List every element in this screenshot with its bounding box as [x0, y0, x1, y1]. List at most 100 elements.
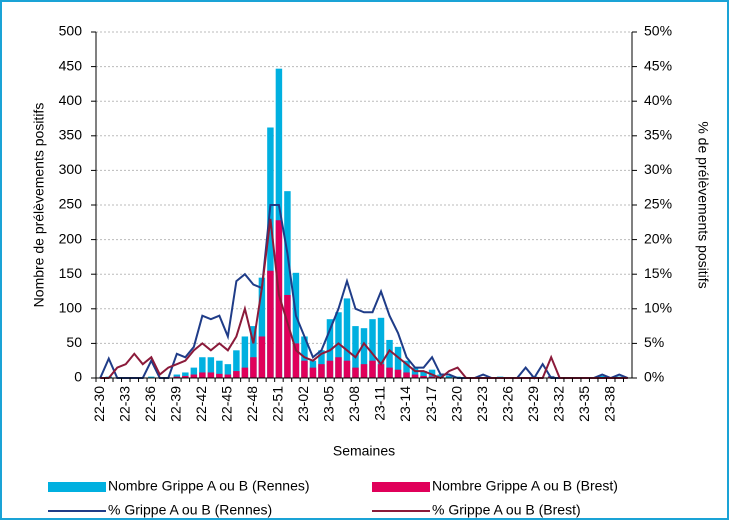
- legend-label: % Grippe A ou B (Rennes): [108, 502, 272, 518]
- bar: [420, 371, 427, 378]
- x-tick-label: 23-11: [372, 386, 388, 421]
- y2-tick-label: 20%: [644, 230, 672, 246]
- x-tick-label: 23-26: [499, 386, 515, 422]
- bar: [335, 357, 342, 378]
- bar: [267, 127, 274, 378]
- bar: [173, 374, 181, 378]
- x-tick-label: 23-20: [448, 386, 464, 422]
- x-tick-label: 22-51: [270, 386, 286, 422]
- bar: [275, 220, 283, 378]
- bar: [258, 277, 266, 378]
- bar: [411, 367, 419, 378]
- bar: [360, 364, 368, 378]
- bar: [386, 339, 393, 378]
- bar: [284, 294, 291, 378]
- bar: [411, 374, 419, 378]
- bar: [445, 375, 453, 378]
- x-tick-label: 23-02: [295, 386, 311, 422]
- y-tick-label: 450: [59, 57, 83, 73]
- bar: [369, 360, 376, 378]
- x-tick-label: 22-45: [219, 386, 235, 422]
- bar: [148, 376, 155, 378]
- x-tick-label: 23-29: [525, 386, 541, 422]
- y2-tick-label: 25%: [644, 196, 672, 212]
- bar: [343, 298, 351, 378]
- bar: [216, 373, 223, 378]
- bar: [335, 312, 342, 378]
- legend-swatch: [372, 482, 430, 492]
- y-axis-label: Nombre de prélèvements positifs: [31, 103, 47, 308]
- bar: [369, 319, 376, 378]
- x-tick-label: 23-38: [601, 386, 617, 422]
- x-tick-label: 23-05: [321, 386, 337, 422]
- bar: [182, 375, 189, 378]
- legend-label: Nombre Grippe A ou B (Brest): [432, 478, 618, 494]
- bar: [386, 367, 393, 378]
- legend-label: % Grippe A ou B (Brest): [432, 502, 581, 518]
- bar: [292, 343, 300, 378]
- x-tick-label: 22-48: [244, 386, 260, 422]
- bar: [224, 364, 232, 378]
- bar: [182, 372, 189, 378]
- y-tick-label: 200: [59, 230, 83, 246]
- bar: [309, 367, 317, 378]
- bar: [207, 357, 215, 378]
- bar: [394, 369, 402, 378]
- x-tick-label: 23-23: [474, 386, 490, 422]
- y-tick-label: 400: [59, 92, 83, 108]
- y2-tick-label: 15%: [644, 265, 672, 281]
- bar: [190, 367, 198, 378]
- y-tick-label: 0: [74, 369, 82, 385]
- y-tick-label: 350: [59, 127, 83, 143]
- bar: [377, 317, 385, 378]
- legend-swatch: [48, 482, 106, 492]
- bar: [301, 360, 308, 378]
- x-tick-label: 23-14: [397, 386, 413, 422]
- y-tick-label: 50: [66, 334, 82, 350]
- bar: [428, 376, 436, 378]
- y2-tick-label: 0%: [644, 369, 664, 385]
- legend-label: Nombre Grippe A ou B (Rennes): [108, 478, 310, 494]
- bar: [377, 364, 385, 378]
- bar: [250, 326, 257, 378]
- bar: [284, 191, 291, 378]
- bar: [224, 374, 232, 378]
- y-tick-label: 500: [59, 23, 83, 39]
- y2-tick-label: 30%: [644, 161, 672, 177]
- y2-tick-label: 50%: [644, 23, 672, 39]
- y2-tick-label: 40%: [644, 92, 672, 108]
- x-tick-label: 23-32: [550, 386, 566, 422]
- bar: [267, 270, 274, 378]
- bar: [403, 360, 410, 378]
- bar: [352, 326, 359, 378]
- bar: [292, 272, 300, 378]
- bar: [207, 372, 215, 378]
- bar: [394, 346, 402, 378]
- bar: [241, 336, 249, 378]
- bar: [233, 371, 240, 378]
- bar: [173, 376, 181, 378]
- bar: [216, 360, 223, 378]
- bar: [360, 328, 368, 378]
- x-axis-label: Semaines: [333, 443, 395, 459]
- bar: [241, 367, 249, 378]
- bar: [199, 357, 206, 378]
- y2-axis-label: % de prélèvements positifs: [695, 121, 711, 288]
- bar: [420, 375, 427, 378]
- y2-tick-label: 10%: [644, 300, 672, 316]
- y2-tick-label: 45%: [644, 57, 672, 73]
- bar: [318, 364, 325, 378]
- x-tick-label: 23-08: [346, 386, 362, 422]
- x-tick-label: 22-36: [142, 386, 158, 422]
- x-tick-label: 22-39: [168, 386, 184, 422]
- bar: [343, 360, 351, 378]
- bar: [403, 372, 410, 378]
- y2-tick-label: 35%: [644, 127, 672, 143]
- x-tick-label: 22-30: [91, 386, 107, 422]
- bar: [250, 357, 257, 378]
- y-tick-label: 300: [59, 161, 83, 177]
- y-tick-label: 100: [59, 300, 83, 316]
- bar: [190, 374, 198, 378]
- bar: [352, 367, 359, 378]
